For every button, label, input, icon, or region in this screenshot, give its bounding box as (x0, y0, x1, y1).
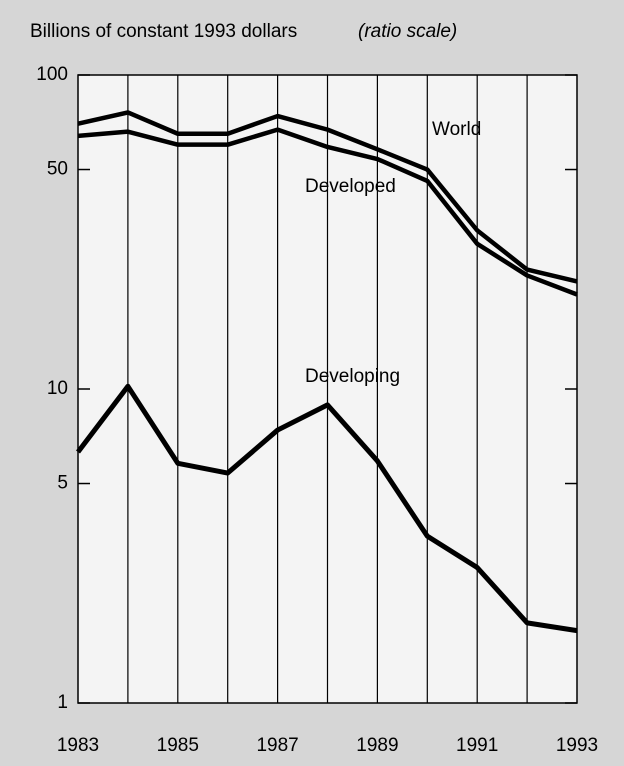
y-tick-label: 5 (57, 473, 68, 494)
series-label: World (432, 119, 481, 140)
series-line (77, 110, 578, 284)
x-tick-label: 1983 (57, 735, 99, 756)
x-tick-label: 1985 (157, 735, 199, 756)
x-tick-label: 1987 (256, 735, 298, 756)
y-tick-label: 1 (57, 692, 68, 713)
x-tick-label: 1991 (456, 735, 498, 756)
chart-title: Billions of constant 1993 dollars (30, 21, 297, 42)
y-tick-label: 10 (47, 378, 68, 399)
x-tick-label: 1989 (356, 735, 398, 756)
x-tick-label: 1993 (556, 735, 598, 756)
series-label: Developed (305, 176, 396, 197)
series-label: Developing (305, 366, 400, 387)
series-line (76, 383, 578, 634)
y-tick-label: 100 (36, 64, 68, 85)
series-line (77, 127, 578, 297)
scale-note: (ratio scale) (358, 21, 457, 42)
y-tick-label: 50 (47, 159, 68, 180)
